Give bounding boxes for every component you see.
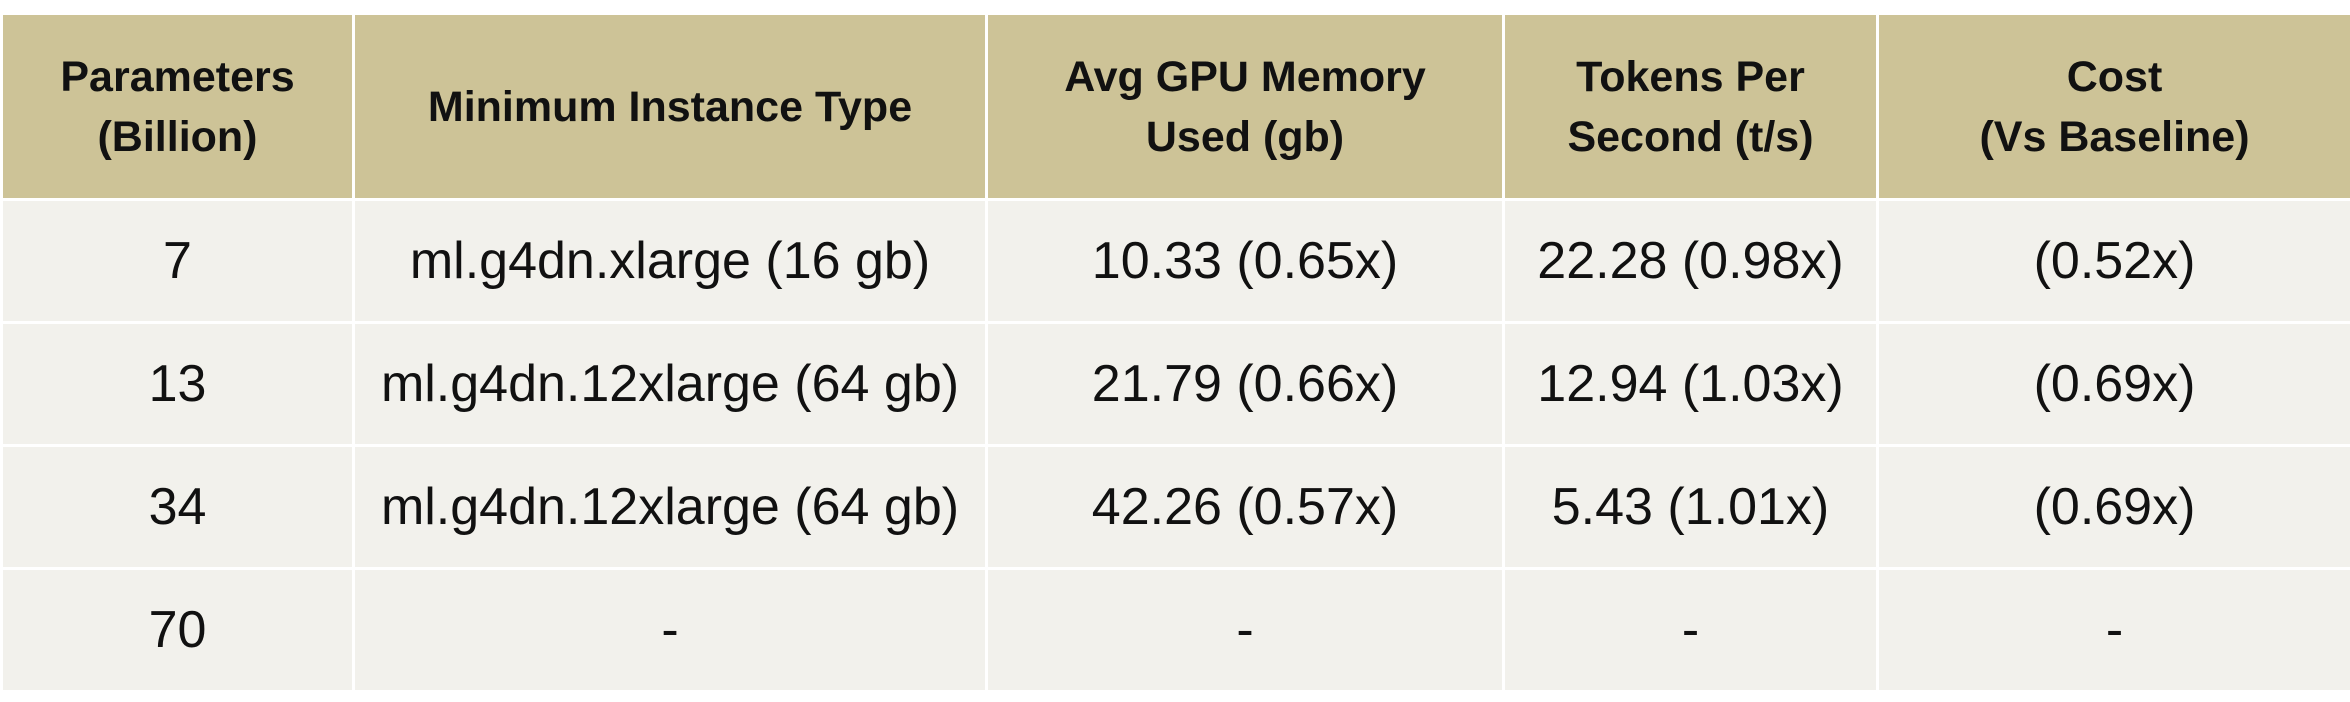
table-cell: 22.28 (0.98x) (1502, 198, 1879, 324)
table-cell: 7 (0, 198, 355, 324)
table-cell: 5.43 (1.01x) (1502, 444, 1879, 570)
table-cell: ml.g4dn.12xlarge (64 gb) (352, 321, 988, 447)
header-cell: Cost (Vs Baseline) (1876, 12, 2350, 201)
table-cell: 42.26 (0.57x) (985, 444, 1505, 570)
table-cell: 21.79 (0.66x) (985, 321, 1505, 447)
table: Parameters (Billion) Minimum Instance Typ… (0, 12, 2350, 693)
table-cell: 10.33 (0.65x) (985, 198, 1505, 324)
table-cell: (0.52x) (1876, 198, 2350, 324)
table-row: 70- - - - (0, 567, 2350, 693)
header-row: Parameters (Billion) Minimum Instance Typ… (0, 12, 2350, 201)
table-container: Parameters (Billion) Minimum Instance Typ… (0, 12, 2350, 693)
table-cell: ml.g4dn.xlarge (16 gb) (352, 198, 988, 324)
table-cell: - (352, 567, 988, 693)
table-row: 13 ml.g4dn.12xlarge (64 gb) 21.79 (0.66x) 1… (0, 321, 2350, 447)
table-cell: - (1502, 567, 1879, 693)
table-cell: (0.69x) (1876, 444, 2350, 570)
header-cell: Parameters (Billion) (0, 12, 355, 201)
header-cell: Tokens Per Second (t/s) (1502, 12, 1879, 201)
header-cell: Minimum Instance Type (352, 12, 988, 201)
table-cell: 70 (0, 567, 355, 693)
table-cell: - (985, 567, 1505, 693)
table-cell: - (1876, 567, 2350, 693)
table-body: 7 ml.g4dn.xlarge (16 gb) 10.33 (0.65x) 22.2… (0, 198, 2350, 693)
table-row: 7 ml.g4dn.xlarge (16 gb) 10.33 (0.65x) 22.2… (0, 198, 2350, 324)
table-cell: ml.g4dn.12xlarge (64 gb) (352, 444, 988, 570)
table-cell: 12.94 (1.03x) (1502, 321, 1879, 447)
table-cell: 34 (0, 444, 355, 570)
table-cell: (0.69x) (1876, 321, 2350, 447)
table-cell: 13 (0, 321, 355, 447)
table-row: 34 ml.g4dn.12xlarge (64 gb) 42.26 (0.57x) 5… (0, 444, 2350, 570)
header-cell: Avg GPU Memory Used (gb) (985, 12, 1505, 201)
